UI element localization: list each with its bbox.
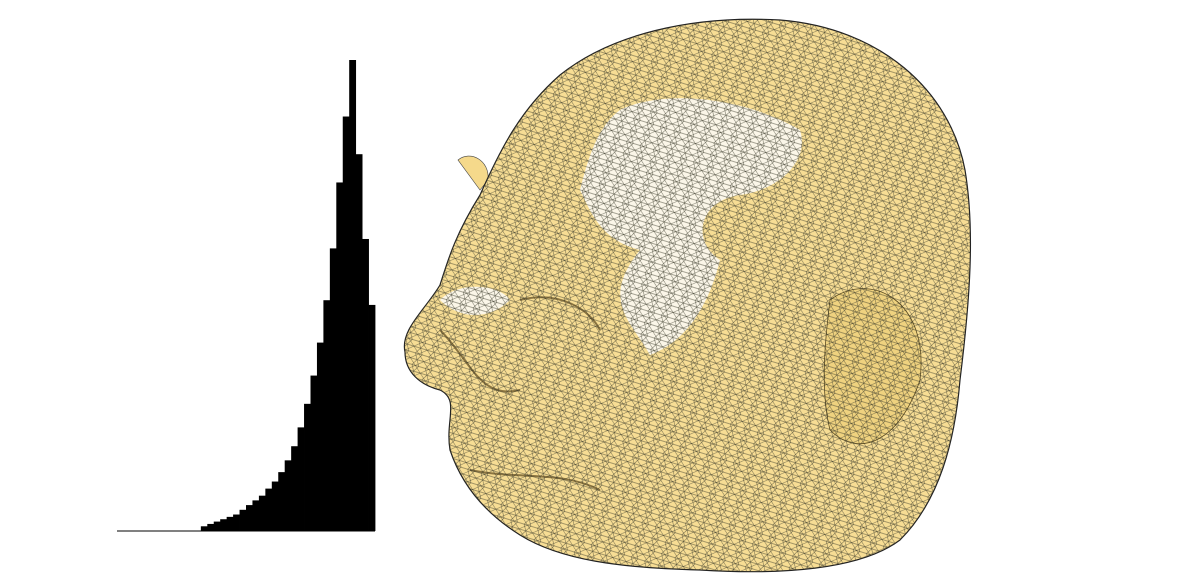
histogram-bar bbox=[233, 514, 240, 531]
ear-tip-left bbox=[457, 155, 489, 191]
histogram-bar bbox=[239, 509, 247, 531]
histogram-bar bbox=[246, 505, 253, 531]
histogram-bar bbox=[284, 460, 292, 531]
histogram-bar bbox=[252, 500, 260, 531]
histogram-bar bbox=[368, 304, 376, 531]
histogram-bar bbox=[310, 375, 318, 531]
histogram bbox=[117, 60, 376, 532]
histogram-bar bbox=[265, 488, 273, 531]
histogram-bar bbox=[220, 519, 228, 531]
histogram-bar bbox=[329, 248, 337, 531]
mesh-detail bbox=[404, 19, 971, 572]
histogram-bar bbox=[258, 495, 266, 531]
histogram-bar bbox=[355, 154, 363, 531]
histogram-bar bbox=[213, 521, 221, 531]
histogram-bar bbox=[336, 182, 344, 531]
histogram-bar bbox=[316, 342, 324, 531]
histogram-bar bbox=[349, 60, 357, 531]
histogram-bar bbox=[342, 116, 350, 532]
histogram-bar bbox=[362, 238, 369, 532]
mesh-lines bbox=[404, 19, 971, 572]
histogram-bar bbox=[291, 446, 298, 531]
histogram-bar bbox=[323, 300, 331, 531]
histogram-bar bbox=[200, 526, 208, 531]
histogram-bar bbox=[226, 516, 234, 531]
head-mesh bbox=[403, 18, 972, 573]
histogram-bar bbox=[278, 472, 286, 531]
histogram-bar bbox=[207, 523, 215, 531]
histogram-bar bbox=[297, 427, 305, 531]
histogram-bar bbox=[304, 403, 311, 531]
histogram-bar bbox=[271, 481, 279, 531]
